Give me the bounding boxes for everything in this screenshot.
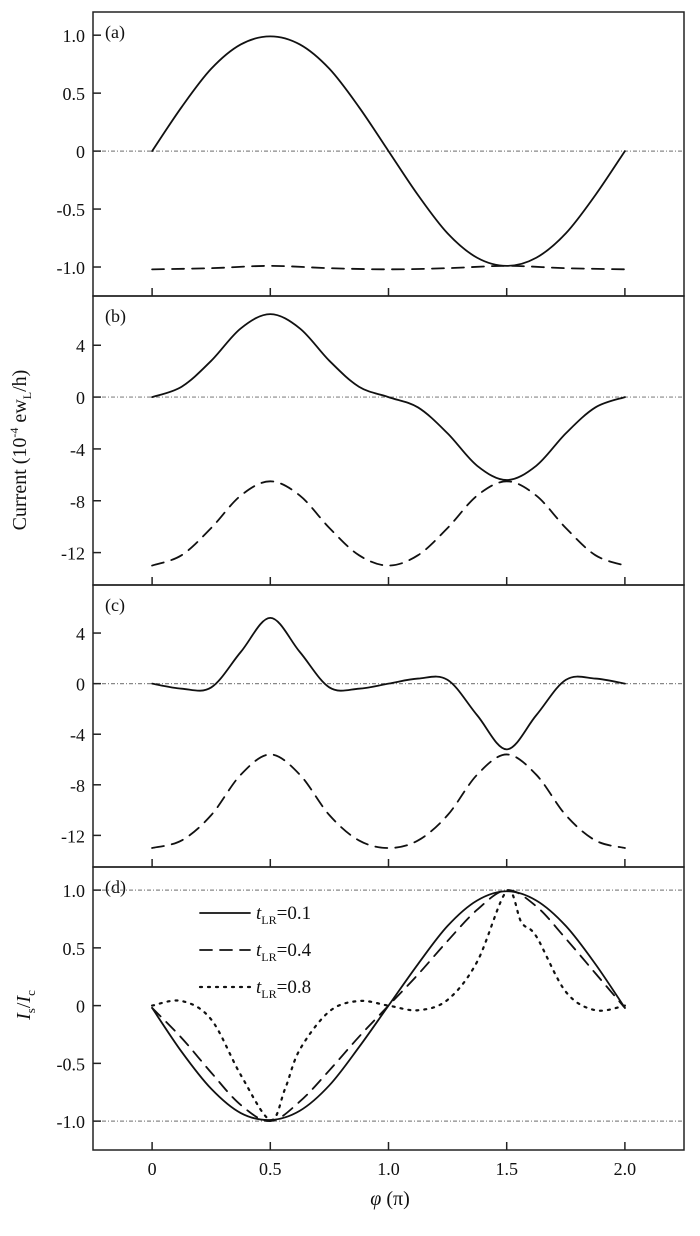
- panel-c-label: (c): [105, 595, 125, 616]
- panel-d-y-axis-label: Is/Ic: [13, 990, 38, 1021]
- panel-d-y-tick-label-0: 1.0: [63, 881, 86, 901]
- panel-b-y-tick-label-2: -4: [70, 440, 85, 460]
- panel-c-y-tick-label-0: 4: [76, 624, 85, 644]
- panel-b-series-dashed-line: [151, 480, 626, 567]
- panel-a-label: (a): [105, 22, 125, 43]
- panel-a-y-tick-label-3: -0.5: [57, 200, 86, 220]
- panel-a-y-tick-label-2: 0: [76, 142, 85, 162]
- panel-a-frame: [92, 11, 685, 297]
- legend-label-solid: tLR=0.1: [256, 903, 311, 927]
- panel-b-y-tick-label-1: 0: [76, 388, 85, 408]
- panel-c-y-tick-label-1: 0: [76, 675, 85, 695]
- panel-a-y-tick-label-1: 0.5: [63, 84, 86, 104]
- x-tick-label-1: 0.5: [259, 1159, 282, 1179]
- panel-c-y-tick-label-3: -8: [70, 776, 85, 796]
- panel-c-frame: [92, 584, 685, 868]
- panel-d-y-tick-label-2: 0: [76, 997, 85, 1017]
- panel-c-series-solid-line: [151, 616, 626, 751]
- legend-label-dotted: tLR=0.8: [256, 977, 311, 1001]
- panel-d-frame: [92, 866, 685, 1151]
- panel-b-y-tick-label-0: 4: [76, 336, 85, 356]
- panel-d-y-tick-label-3: -0.5: [57, 1054, 86, 1074]
- panel-d-y-tick-label-1: 0.5: [63, 939, 86, 959]
- panel-d-y-tick-label-4: -1.0: [57, 1112, 86, 1132]
- x-tick-label-0: 0: [148, 1159, 157, 1179]
- panel-d-label: (d): [105, 877, 126, 898]
- panel-c-y-tick-label-2: -4: [70, 725, 85, 745]
- panel-a-y-tick-label-4: -1.0: [57, 258, 86, 278]
- x-tick-label-4: 2.0: [614, 1159, 637, 1179]
- panel-c-y-tick-label-4: -12: [61, 826, 85, 846]
- x-axis-label: φ (π): [370, 1188, 410, 1210]
- panel-d-series-dashed-line: [151, 889, 626, 1123]
- panel-b-frame: [92, 295, 685, 586]
- panel-d-series-dotted-line: [151, 889, 626, 1122]
- panel-a-y-tick-label-0: 1.0: [63, 26, 86, 46]
- x-tick-label-3: 1.5: [495, 1159, 518, 1179]
- panel-b-series-solid-line: [151, 313, 626, 481]
- panel-a-series-solid-line: [151, 35, 626, 267]
- legend-label-dashed: tLR=0.4: [256, 940, 312, 964]
- panel-c-series-dashed-line: [151, 753, 626, 849]
- panel-b-y-tick-label-4: -12: [61, 544, 85, 564]
- panel-a-series-dashed-line: [151, 264, 626, 271]
- shared-y-axis-label: Current (10-4 ewL/h): [7, 370, 34, 531]
- x-tick-label-2: 1.0: [377, 1159, 400, 1179]
- panel-b-label: (b): [105, 306, 126, 327]
- panel-b-y-tick-label-3: -8: [70, 492, 85, 512]
